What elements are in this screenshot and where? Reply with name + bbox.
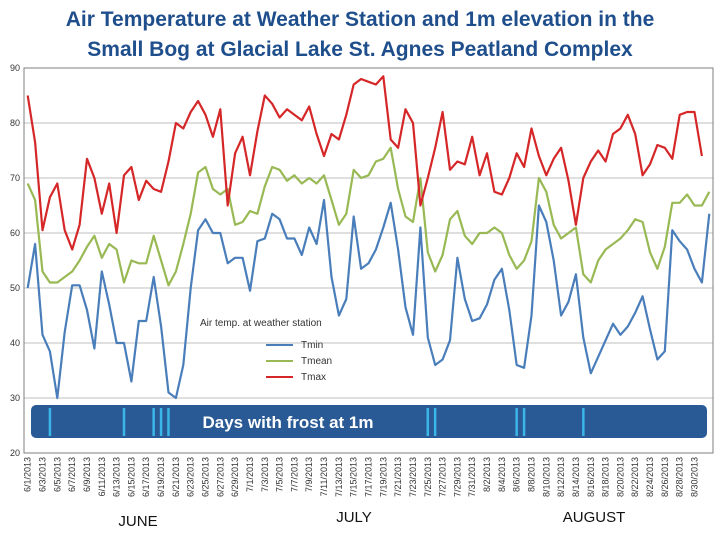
legend: Air temp. at weather station Tmin Tmean … xyxy=(200,318,332,383)
x-tick-label: 8/28/2013 xyxy=(675,457,685,497)
month-label-august: AUGUST xyxy=(563,509,626,526)
x-tick-label: 6/25/2013 xyxy=(201,457,211,497)
x-tick-label: 7/29/2013 xyxy=(452,457,462,497)
frost-band-bar xyxy=(31,405,707,438)
x-tick-label: 6/1/2013 xyxy=(23,457,33,492)
x-tick-label: 7/21/2013 xyxy=(393,457,403,497)
month-label-june: JUNE xyxy=(118,513,157,530)
x-tick-label: 6/17/2013 xyxy=(141,457,151,497)
x-tick-label: 8/26/2013 xyxy=(660,457,670,497)
chart-title-line-1: Air Temperature at Weather Station and 1… xyxy=(65,8,655,31)
x-tick-label: 6/29/2013 xyxy=(230,457,240,497)
x-tick-label: 7/25/2013 xyxy=(423,457,433,497)
x-tick-label: 6/3/2013 xyxy=(38,457,48,492)
gridlines xyxy=(24,122,713,399)
x-tick-label: 8/14/2013 xyxy=(571,457,581,497)
x-tick-label: 6/21/2013 xyxy=(171,457,181,497)
x-tick-label: 6/27/2013 xyxy=(215,457,225,497)
x-tick-label: 7/9/2013 xyxy=(304,457,314,492)
y-tick-label: 20 xyxy=(10,448,20,458)
x-tick-label: 7/5/2013 xyxy=(275,457,285,492)
x-tick-label: 7/19/2013 xyxy=(378,457,388,497)
legend-label-tmax: Tmax xyxy=(301,372,326,383)
series-line-tmin xyxy=(26,198,711,400)
series-lines xyxy=(26,75,711,400)
series-line-tmean xyxy=(26,146,711,287)
y-tick-label: 40 xyxy=(10,338,20,348)
x-tick-label: 6/15/2013 xyxy=(126,457,136,497)
x-tick-label: 7/7/2013 xyxy=(289,457,299,492)
x-tick-label: 6/5/2013 xyxy=(52,457,62,492)
x-tick-label: 7/15/2013 xyxy=(349,457,359,497)
month-labels: JUNE JULY AUGUST xyxy=(118,509,625,530)
x-tick-label: 7/13/2013 xyxy=(334,457,344,497)
y-axis-ticks: 20 30 40 50 60 70 80 90 xyxy=(10,63,20,458)
x-tick-label: 8/4/2013 xyxy=(497,457,507,492)
frost-band: Days with frost at 1m xyxy=(31,405,707,438)
chart-title-line-2: Small Bog at Glacial Lake St. Agnes Peat… xyxy=(87,38,633,61)
frost-day-markers xyxy=(48,408,585,436)
x-tick-label: 8/30/2013 xyxy=(689,457,699,497)
x-tick-label: 7/27/2013 xyxy=(438,457,448,497)
x-tick-label: 8/2/2013 xyxy=(482,457,492,492)
frost-band-label: Days with frost at 1m xyxy=(203,413,374,432)
x-tick-label: 6/13/2013 xyxy=(112,457,122,497)
x-tick-label: 8/10/2013 xyxy=(541,457,551,497)
y-tick-label: 30 xyxy=(10,393,20,403)
legend-label-tmin: Tmin xyxy=(301,340,323,351)
x-tick-label: 8/22/2013 xyxy=(630,457,640,497)
x-tick-label: 8/20/2013 xyxy=(615,457,625,497)
legend-label-tmean: Tmean xyxy=(301,356,332,367)
y-tick-label: 50 xyxy=(10,283,20,293)
x-tick-label: 7/1/2013 xyxy=(245,457,255,492)
x-tick-label: 8/18/2013 xyxy=(601,457,611,497)
x-tick-label: 7/17/2013 xyxy=(364,457,374,497)
x-tick-label: 8/12/2013 xyxy=(556,457,566,497)
x-tick-label: 6/19/2013 xyxy=(156,457,166,497)
plot-area-border xyxy=(23,67,714,454)
x-tick-label: 8/6/2013 xyxy=(512,457,522,492)
x-axis-ticks: 6/1/2013 6/3/2013 6/5/2013 6/7/2013 6/9/2013… xyxy=(23,457,700,497)
y-tick-label: 80 xyxy=(10,118,20,128)
x-tick-label: 7/31/2013 xyxy=(467,457,477,497)
x-tick-label: 7/3/2013 xyxy=(260,457,270,492)
y-tick-label: 60 xyxy=(10,228,20,238)
month-label-july: JULY xyxy=(336,509,372,526)
x-tick-label: 6/11/2013 xyxy=(97,457,107,496)
x-tick-label: 8/24/2013 xyxy=(645,457,655,497)
x-tick-label: 7/11/2013 xyxy=(319,457,329,496)
x-tick-label: 8/16/2013 xyxy=(586,457,596,497)
x-tick-label: 8/8/2013 xyxy=(526,457,536,492)
y-tick-label: 70 xyxy=(10,173,20,183)
x-tick-label: 6/9/2013 xyxy=(82,457,92,492)
series-line-tmax xyxy=(26,75,703,251)
x-tick-label: 7/23/2013 xyxy=(408,457,418,497)
x-tick-label: 6/23/2013 xyxy=(186,457,196,497)
y-tick-label: 90 xyxy=(10,63,20,73)
x-tick-label: 6/7/2013 xyxy=(67,457,77,492)
legend-title: Air temp. at weather station xyxy=(200,318,322,329)
